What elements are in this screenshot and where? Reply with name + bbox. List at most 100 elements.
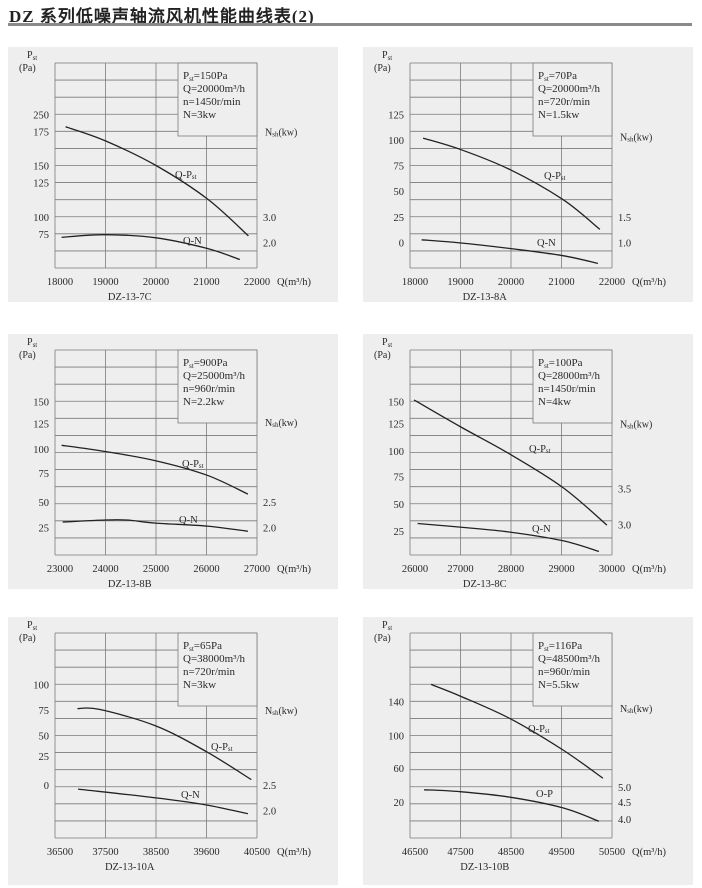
- series-curve-q-pst: [77, 707, 252, 781]
- series-label-text: Q-P: [211, 742, 228, 753]
- chart-svg: Pst=100PaQ=28000m³/hn=1450r/minN=4kwPst(…: [374, 337, 667, 589]
- right-tick-label: 2.5: [263, 781, 276, 792]
- series-curve-q-pst: [413, 399, 608, 526]
- x-tick-label: 23000: [47, 564, 73, 575]
- model-label: DZ-13-8A: [463, 292, 508, 302]
- series-label: Q-N: [179, 515, 198, 526]
- info-pressure: Pst=65Pa: [183, 640, 222, 653]
- series-label-subscript: st: [545, 727, 550, 735]
- y-tick-label: 150: [33, 397, 49, 408]
- y-axis-subscript: st: [33, 624, 38, 632]
- model-label: DZ-13-7C: [108, 292, 152, 302]
- y-tick-label: 0: [399, 238, 404, 249]
- series-label: Q-Pst: [529, 444, 551, 455]
- y-tick-label: 25: [39, 524, 50, 535]
- info-pressure: Pst=116Pa: [538, 640, 582, 653]
- y-tick-label: 125: [33, 419, 49, 430]
- x-tick-label: 27000: [447, 564, 473, 575]
- y-tick-label: 75: [39, 706, 50, 717]
- model-label: DZ-13-10B: [460, 862, 509, 873]
- right-axis-subscript: sh: [627, 422, 634, 430]
- y-axis-symbol: P: [27, 337, 33, 348]
- right-axis-subscript: sh: [272, 421, 279, 429]
- y-tick-label: 75: [39, 469, 50, 480]
- plot-area: Pst=150PaQ=20000m³/hn=1450r/minN=3kwPst(…: [19, 50, 312, 302]
- right-axis-label: Nsh(kw): [620, 419, 652, 430]
- series-label-subscript: st: [561, 174, 566, 182]
- series-label-text: O-P: [536, 789, 553, 800]
- series-curve-q-n: [78, 788, 249, 815]
- info-speed: n=720r/min: [538, 96, 591, 108]
- y-tick-label: 100: [388, 447, 404, 458]
- y-axis-unit: (Pa): [374, 350, 391, 361]
- y-axis-label: Pst: [27, 50, 37, 62]
- right-axis-unit: (kw): [278, 418, 297, 429]
- title-divider: [8, 23, 692, 26]
- x-tick-label: 39600: [193, 847, 219, 858]
- series-curve-q-pst: [430, 683, 604, 779]
- series-curve-q-n: [61, 234, 241, 261]
- series-curve-q-n: [421, 239, 599, 265]
- right-axis-unit: (kw): [278, 127, 297, 138]
- rating-info-box: [177, 62, 258, 137]
- x-tick-label: 19000: [92, 277, 118, 288]
- info-pressure: Pst=900Pa: [183, 357, 228, 370]
- info-pressure-value: =900Pa: [194, 357, 228, 369]
- y-tick-label: 25: [394, 213, 405, 224]
- info-speed: n=1450r/min: [183, 96, 241, 108]
- x-tick-label: 37500: [92, 847, 118, 858]
- x-axis-unit: Q(m³/h): [277, 847, 312, 858]
- info-pressure-subscript: st: [189, 362, 194, 370]
- series-curve-q-pst: [61, 444, 249, 495]
- x-tick-label: 28000: [498, 564, 524, 575]
- x-tick-label: 48500: [498, 847, 524, 858]
- y-axis-unit: (Pa): [19, 633, 36, 644]
- rating-info-box: [532, 632, 613, 707]
- series-label-subscript: st: [199, 462, 204, 470]
- x-tick-label: 38500: [143, 847, 169, 858]
- info-pressure-symbol: P: [538, 357, 544, 369]
- y-tick-label: 125: [388, 419, 404, 430]
- info-pressure: Pst=70Pa: [538, 70, 577, 83]
- rating-info-box: [177, 349, 258, 424]
- right-tick-label: 3.5: [618, 484, 631, 495]
- x-tick-label: 21000: [548, 277, 574, 288]
- y-tick-label: 100: [33, 445, 49, 456]
- info-power: N=4kw: [538, 396, 571, 408]
- right-tick-label: 4.5: [618, 798, 631, 809]
- right-axis-subscript: sh: [272, 709, 279, 717]
- right-axis-symbol: N: [265, 127, 272, 138]
- x-tick-label: 27000: [244, 564, 270, 575]
- info-flow: Q=25000m³/h: [183, 370, 246, 382]
- series-label: Q-N: [532, 524, 551, 535]
- y-tick-label: 50: [39, 732, 50, 743]
- y-tick-label: 125: [388, 110, 404, 121]
- x-axis-unit: Q(m³/h): [632, 564, 667, 575]
- y-axis-symbol: P: [382, 50, 388, 61]
- right-tick-label: 3.0: [263, 213, 276, 224]
- plot-area: Pst=65PaQ=38000m³/hn=720r/minN=3kwPst(Pa…: [19, 620, 312, 873]
- x-tick-label: 26000: [193, 564, 219, 575]
- series-label: Q-Pst: [175, 170, 197, 181]
- y-axis-label: Pst: [27, 620, 37, 632]
- y-tick-label: 25: [394, 527, 405, 538]
- right-axis-unit: (kw): [633, 132, 652, 143]
- y-tick-label: 60: [394, 764, 405, 775]
- right-tick-label: 2.0: [263, 807, 276, 818]
- performance-chart-dz-13-8a: Pst=70Pa Q=20000m³/h n=720r/min N=1.5kw Pst(…: [363, 47, 693, 302]
- y-axis-unit: (Pa): [19, 63, 36, 74]
- x-tick-label: 18000: [47, 277, 73, 288]
- model-label: DZ-13-10A: [105, 862, 155, 873]
- y-tick-label: 100: [33, 213, 49, 224]
- right-axis-unit: (kw): [278, 706, 297, 717]
- y-tick-label: 20: [394, 798, 405, 809]
- right-tick-label: 2.0: [263, 238, 276, 249]
- performance-chart-dz-13-8b: Pst=900Pa Q=25000m³/h n=960r/min N=2.2kw Pst…: [8, 334, 338, 589]
- plot-area: Pst=70PaQ=20000m³/hn=720r/minN=1.5kwPst(…: [374, 50, 667, 302]
- y-tick-label: 150: [33, 162, 49, 173]
- x-tick-label: 20000: [498, 277, 524, 288]
- series-label-text: Q-N: [181, 790, 200, 801]
- page-title: DZ 系列低噪声轴流风机性能曲线表(2): [9, 7, 315, 26]
- y-tick-label: 100: [388, 136, 404, 147]
- y-axis-subscript: st: [388, 341, 393, 349]
